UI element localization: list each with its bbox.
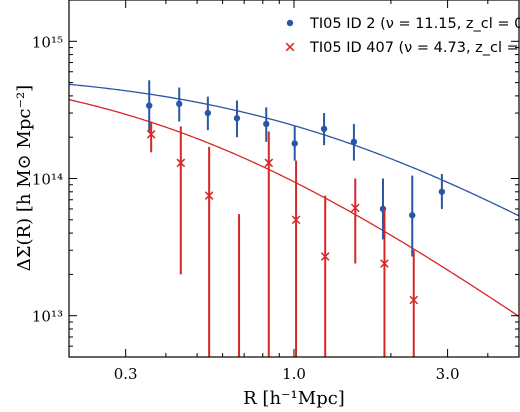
data-point (409, 212, 416, 219)
data-points (146, 80, 446, 357)
x-tick-label: 1.0 (282, 365, 306, 383)
y-axis-label: ΔΣ(R) [h M⊙ Mpc⁻²] (14, 85, 35, 271)
x-tick-label: 3.0 (436, 365, 460, 383)
data-point (438, 188, 446, 195)
data-point (350, 138, 358, 146)
data-point (291, 215, 301, 225)
data-point (320, 125, 328, 133)
y-tick-label: 10¹⁴ (32, 171, 63, 189)
data-point (380, 259, 389, 268)
data-point (320, 252, 330, 261)
ticks: 0.3 1.0 3.0 10¹³ 10¹⁴ 10¹⁵ (32, 0, 520, 383)
legend-label-id2: TI05 ID 2 (ν = 11.15, z_cl = 0.357) (309, 16, 520, 32)
data-point (204, 109, 212, 117)
data-point (176, 100, 183, 108)
legend-marker-id407 (285, 42, 295, 52)
fit-curves (69, 83, 519, 317)
y-tick-label: 10¹⁵ (32, 33, 63, 51)
fit-curve-0 (69, 83, 519, 217)
x-axis-label: R [h⁻¹Mpc] (243, 388, 345, 409)
legend-x-marker (285, 42, 295, 52)
data-point (146, 102, 153, 109)
fit-curve-1 (69, 99, 519, 317)
data-point (233, 115, 241, 122)
data-point (146, 129, 156, 139)
data-point (176, 158, 186, 168)
legend: TI05 ID 2 (ν = 11.15, z_cl = 0.357) TI05… (285, 16, 520, 56)
data-point (350, 203, 360, 213)
legend-marker-id2 (286, 19, 294, 27)
data-point (204, 191, 214, 200)
x-tick-label: 0.3 (114, 365, 138, 383)
data-point (263, 120, 270, 128)
data-point (291, 140, 298, 147)
data-point (264, 158, 274, 168)
y-tick-label: 10¹³ (32, 308, 63, 326)
data-point (409, 295, 419, 305)
legend-label-id407: TI05 ID 407 (ν = 4.73, z_cl = 0.209) (309, 40, 520, 56)
